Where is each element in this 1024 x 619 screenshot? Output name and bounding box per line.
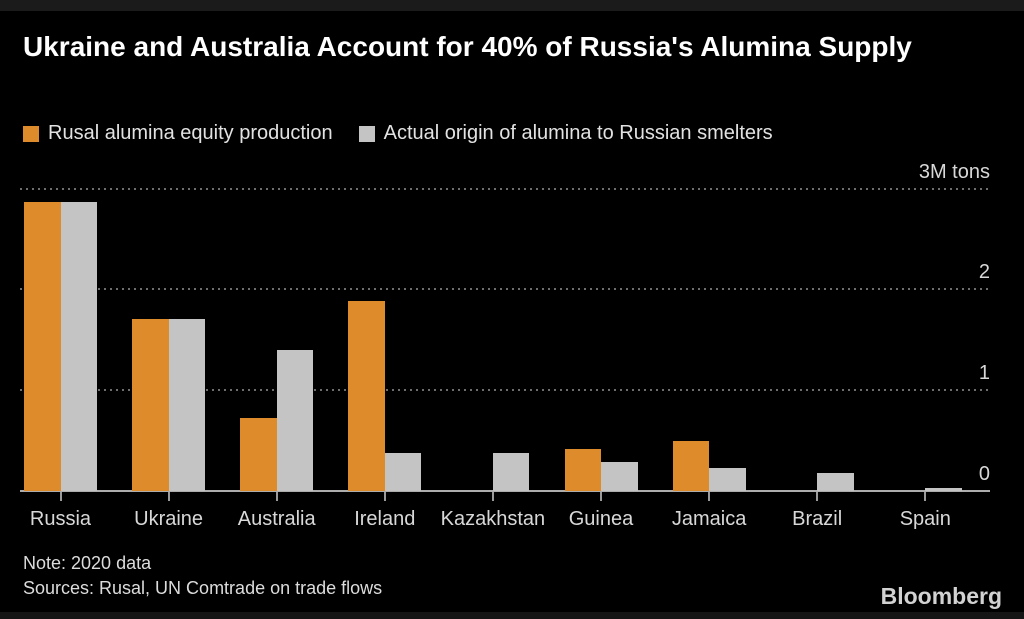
x-axis-label-australia: Australia (237, 508, 316, 530)
bottom-border-strip (0, 612, 1024, 619)
bar-guinea-actual-origin (601, 461, 638, 491)
bar-ukraine-actual-origin (168, 318, 206, 491)
legend-swatch-orange (23, 125, 39, 142)
bloomberg-logo: Bloomberg (880, 583, 1002, 609)
y-axis-label-1: 1 (978, 362, 990, 385)
bar-guinea-rusal-production (564, 448, 601, 491)
bar-jamaica-rusal-production (672, 440, 710, 491)
x-axis-label-russia: Russia (29, 508, 92, 530)
x-axis-tick-spain (924, 492, 927, 501)
x-axis-label-jamaica: Jamaica (671, 508, 747, 530)
x-axis-tick-australia (275, 492, 278, 501)
x-axis-tick-guinea (600, 492, 602, 501)
legend-item-rusal-production: Rusal alumina equity production (23, 122, 333, 145)
x-axis-tick-ukraine (167, 492, 170, 501)
chart-note: Note: 2020 data (23, 553, 152, 573)
x-axis-label-ireland: Ireland (354, 508, 416, 530)
x-axis-tick-brazil (816, 492, 819, 501)
gridline-1 (20, 389, 990, 392)
x-axis-tick-kazakhstan (491, 492, 494, 501)
bar-jamaica-actual-origin (709, 467, 746, 491)
x-axis-label-brazil: Brazil (792, 508, 843, 530)
x-axis-label-guinea: Guinea (568, 508, 634, 530)
bar-spain-actual-origin (925, 487, 962, 491)
x-axis-baseline (20, 490, 990, 492)
bar-russia-actual-origin (60, 201, 97, 491)
legend-swatch-gray (358, 125, 375, 142)
gridline-2 (20, 288, 990, 291)
x-axis-label-kazakhstan: Kazakhstan (440, 508, 546, 530)
bar-ireland-actual-origin (384, 452, 422, 491)
legend-label-actual-origin: Actual origin of alumina to Russian smel… (383, 122, 773, 144)
x-axis-label-spain: Spain (899, 508, 951, 530)
y-axis-label-0: 0 (978, 463, 990, 485)
x-axis-label-ukraine: Ukraine (134, 508, 204, 530)
bar-russia-rusal-production (24, 201, 61, 491)
gridline-3 (20, 187, 990, 190)
legend-item-actual-origin: Actual origin of alumina to Russian smel… (358, 122, 773, 145)
y-axis-label-3: 3M tons (918, 160, 990, 183)
bar-ukraine-rusal-production (132, 318, 169, 491)
bar-australia-rusal-production (240, 418, 277, 491)
chart-sources: Sources: Rusal, UN Comtrade on trade flo… (23, 578, 383, 598)
x-axis-tick-ireland (383, 492, 386, 501)
legend-label-rusal-production: Rusal alumina equity production (48, 122, 333, 144)
chart-title: Ukraine and Australia Account for 40% of… (23, 31, 912, 62)
bar-australia-actual-origin (276, 349, 314, 491)
bar-brazil-actual-origin (817, 472, 854, 491)
x-axis-tick-russia (59, 492, 62, 501)
y-axis-label-2: 2 (978, 261, 990, 284)
top-border-strip (0, 0, 1024, 11)
chart-legend: Rusal alumina equity production Actual o… (23, 122, 773, 145)
bar-ireland-rusal-production (348, 301, 385, 491)
bar-kazakhstan-actual-origin (492, 452, 530, 491)
x-axis-tick-jamaica (708, 492, 711, 501)
